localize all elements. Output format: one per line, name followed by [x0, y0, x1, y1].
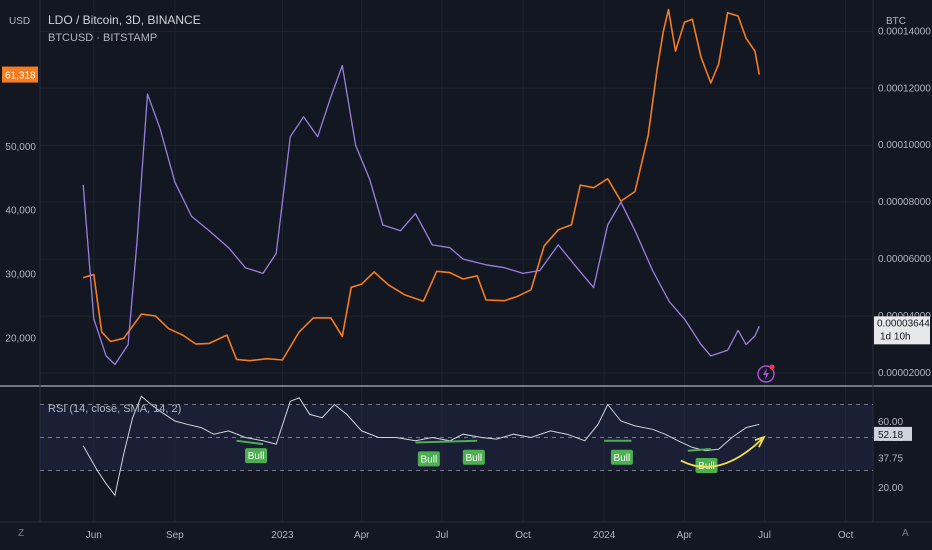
- rsi-tick-label: 37.75: [878, 454, 903, 465]
- x-tick-label: Apr: [354, 530, 370, 541]
- x-tick-label: 2024: [593, 530, 616, 541]
- bull-label-badge[interactable]: [462, 449, 485, 465]
- timezone-toggle[interactable]: Z: [18, 528, 25, 539]
- rsi-tick-label: 20.00: [878, 483, 903, 494]
- divergence-arrowhead: [754, 435, 766, 448]
- chart-title: LDO / Bitcoin, 3D, BINANCE: [48, 13, 201, 27]
- x-tick-label: Jun: [86, 530, 102, 541]
- bar-countdown-label: 1d 10h: [880, 331, 911, 342]
- left-axis-unit[interactable]: USD: [9, 16, 30, 27]
- x-tick-label: Apr: [677, 530, 693, 541]
- rsi-line[interactable]: [82, 395, 760, 497]
- right-tick-label: 0.00014000: [878, 26, 931, 37]
- btc-price-tag-label: 61,318: [5, 71, 36, 82]
- bull-divergence-line: [415, 439, 478, 444]
- right-tick-label: 0.00012000: [878, 83, 931, 94]
- left-tick-label: 50,000: [5, 142, 36, 153]
- bull-label-text: Bull: [614, 453, 631, 464]
- rsi-series-layer: [82, 395, 760, 497]
- rsi-indicator-label[interactable]: RSI (14, close, SMA, 14, 2): [48, 403, 181, 415]
- right-tick-label: 0.00006000: [878, 254, 931, 265]
- bull-label-badge[interactable]: [695, 458, 718, 473]
- price-series-layer: [82, 8, 761, 366]
- left-tick-label: 30,000: [5, 269, 36, 280]
- compare-symbol: BTCUSD · BITSTAMP: [48, 32, 157, 44]
- right-tick-label: 0.00008000: [878, 197, 931, 208]
- bull-label-text: Bull: [421, 454, 438, 465]
- ldo-btc-line[interactable]: [82, 64, 760, 366]
- x-tick-label: Sep: [166, 530, 184, 541]
- btc-price-tag: [2, 66, 38, 83]
- bull-label-badge[interactable]: [245, 448, 268, 464]
- bull-label-badge[interactable]: [610, 449, 633, 465]
- x-tick-label: Jul: [758, 530, 771, 541]
- divergence-arrow: [680, 438, 763, 468]
- ldo-price-tag: [874, 316, 930, 345]
- left-tick-label: 40,000: [5, 206, 36, 217]
- rsi-current-tag: [874, 426, 912, 441]
- auto-scale-toggle[interactable]: A: [902, 528, 909, 539]
- x-tick-label: Oct: [838, 530, 854, 541]
- right-axis-unit[interactable]: BTC: [886, 16, 906, 27]
- bull-divergence-line: [236, 439, 264, 446]
- btcusd-line[interactable]: [82, 8, 761, 362]
- axis-labels: Jun Sep 2023 Apr Jul Oct 2024 Apr Jul Oct 20,000 30…: [2, 26, 931, 541]
- rsi-tick-label: 60.00: [878, 417, 903, 428]
- right-tick-label: 0.00002000: [878, 368, 931, 379]
- right-tick-label: 0.00010000: [878, 140, 931, 151]
- bull-label-text: Bull: [465, 453, 482, 464]
- bull-divergence-line: [687, 448, 711, 452]
- grid: [40, 0, 873, 522]
- bull-label-text: Bull: [248, 451, 265, 462]
- ldo-price-tag-label: 0.00003644: [877, 318, 930, 329]
- x-tick-label: 2023: [271, 530, 294, 541]
- alert-lightning-icon[interactable]: [757, 364, 775, 383]
- x-tick-label: Jul: [436, 530, 449, 541]
- bull-label-badge[interactable]: [417, 451, 440, 467]
- left-tick-label: 20,000: [5, 333, 36, 344]
- rsi-current-value: 52.18: [878, 430, 903, 441]
- x-tick-label: Oct: [515, 530, 531, 541]
